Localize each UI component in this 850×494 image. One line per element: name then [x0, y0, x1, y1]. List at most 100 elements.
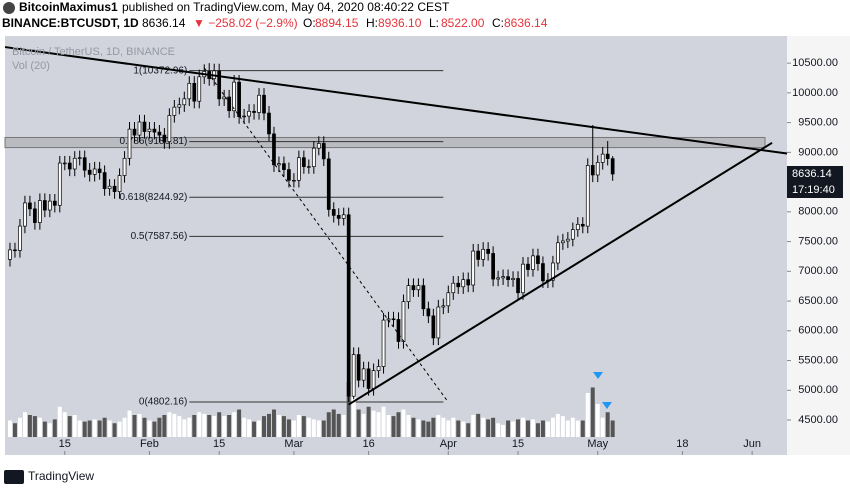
candle-body	[565, 238, 570, 242]
volume-bar	[401, 409, 406, 437]
volume-bar	[530, 419, 535, 437]
candle-body	[127, 128, 132, 159]
candle-body	[391, 318, 396, 321]
y-tick-label: 9000.00	[798, 146, 838, 158]
volume-bar	[12, 423, 17, 437]
candle-body	[610, 158, 615, 175]
candle-body	[446, 292, 451, 307]
volume-bar	[580, 420, 585, 437]
countdown: 17:19:40	[792, 184, 835, 196]
candle-body	[292, 179, 296, 182]
volume-bar	[242, 417, 247, 437]
volume-bar	[252, 421, 257, 437]
volume-bar	[152, 421, 157, 437]
volume-bar	[406, 415, 411, 437]
x-tick-label: Feb	[140, 438, 159, 450]
candle-body	[82, 157, 87, 171]
ohlc-label: O:	[303, 16, 316, 30]
x-tick-label: May	[587, 438, 608, 450]
candle-body	[67, 162, 72, 170]
candle-body	[451, 282, 456, 294]
change: ▼ −258.02 (−2.9%)	[193, 16, 298, 30]
trendline	[348, 141, 773, 406]
candle-body	[326, 158, 331, 210]
candle-body	[97, 168, 102, 173]
candle-body	[476, 250, 481, 260]
candle-body	[117, 175, 122, 192]
volume-bar	[202, 413, 207, 437]
volume-bar	[232, 412, 237, 437]
candle-body	[426, 308, 431, 317]
candle-body	[172, 106, 177, 116]
volume-bar	[117, 421, 122, 437]
candle-body	[197, 76, 202, 102]
candle-body	[162, 134, 167, 142]
volume-bar	[306, 417, 311, 437]
x-tick-label: 18	[676, 438, 688, 450]
candle-body	[267, 112, 271, 135]
volume-bar	[555, 413, 560, 437]
candle-body	[461, 279, 466, 288]
volume-bar	[366, 406, 371, 437]
volume-label: Vol (20)	[12, 60, 50, 72]
candle-body	[561, 240, 565, 244]
y-tick-label: 6500.00	[798, 295, 838, 307]
volume-bar	[590, 387, 595, 437]
volume-bar	[22, 412, 27, 437]
x-tick-label: 16	[362, 438, 374, 450]
candle-body	[496, 277, 500, 280]
volume-bar	[466, 423, 471, 437]
volume-bar	[77, 420, 82, 437]
candle-body	[556, 242, 560, 264]
volume-bar	[177, 416, 182, 437]
volume-bar	[47, 423, 52, 437]
candle-body	[38, 200, 42, 223]
volume-bar	[411, 417, 416, 437]
legend: Bitcoin / TetherUS, 1D, BINANCE	[12, 46, 175, 58]
candle-body	[187, 82, 192, 100]
volume-bar	[516, 419, 521, 437]
x-tick-label: Jun	[743, 438, 761, 450]
candle-body	[167, 115, 172, 142]
volume-bar	[565, 420, 570, 437]
candle-body	[411, 285, 416, 291]
fib-label: 0.786(9180.81)	[119, 136, 187, 147]
volume-bar	[87, 420, 92, 437]
candle-body	[396, 319, 401, 342]
candle-body	[137, 121, 142, 136]
volume-bar	[147, 420, 152, 437]
volume-bar	[471, 415, 476, 437]
candle-body	[302, 157, 306, 167]
candle-body	[580, 223, 585, 227]
candle-body	[177, 104, 182, 108]
volume-bar	[217, 412, 222, 437]
volume-bar	[17, 417, 22, 437]
ohlc-label: L:	[429, 16, 439, 30]
volume-bar	[182, 419, 187, 437]
volume-bar	[575, 420, 580, 437]
price-tag-label: 8636.14	[792, 168, 832, 180]
fib-label: 1(10372.96)	[133, 65, 187, 76]
volume-bar	[57, 406, 62, 437]
candle-body	[526, 263, 530, 270]
candle-body	[536, 255, 540, 264]
volume-bar	[321, 420, 326, 437]
volume-bar	[187, 417, 192, 437]
candle-body	[152, 128, 157, 133]
candle-body	[361, 368, 366, 381]
volume-bar	[112, 423, 117, 437]
candle-body	[466, 279, 471, 286]
volume-bar	[212, 416, 217, 437]
ohlc-value: 8522.00	[441, 16, 485, 30]
candle-body	[257, 94, 261, 113]
y-tick-label: 8000.00	[798, 206, 838, 218]
volume-bar	[461, 421, 466, 437]
volume-bar	[391, 416, 396, 437]
candle-body	[501, 276, 505, 279]
volume-bar	[331, 409, 336, 437]
candle-body	[262, 94, 266, 114]
trendline	[203, 67, 449, 403]
volume-bar	[540, 420, 545, 437]
candle-body	[366, 368, 371, 389]
volume-bar	[266, 413, 271, 437]
